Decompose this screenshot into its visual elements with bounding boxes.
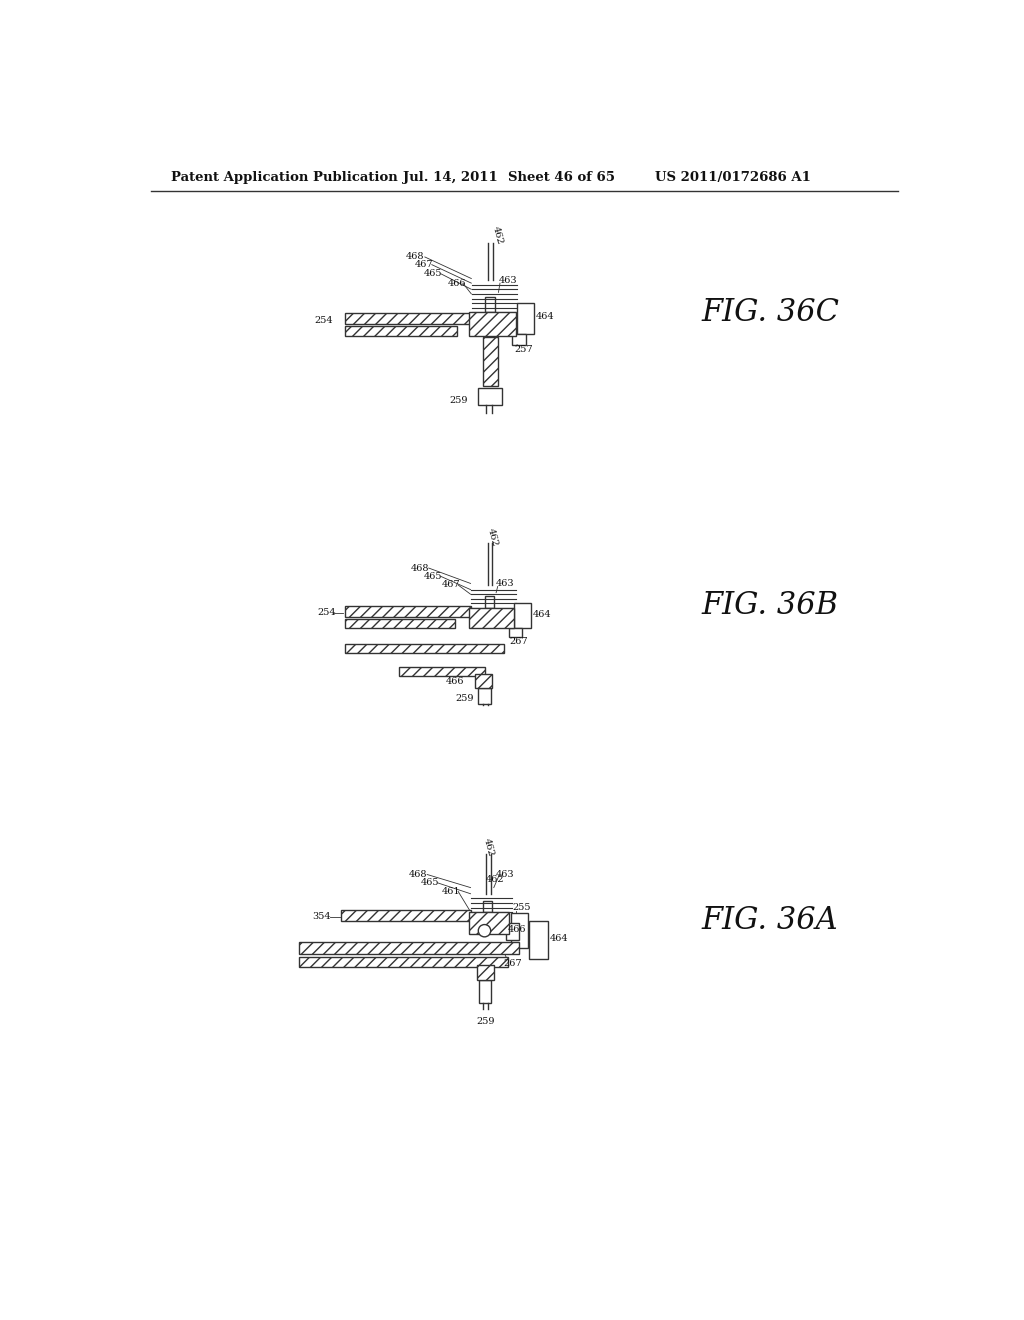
Bar bbox=[469, 912, 509, 933]
Text: 464: 464 bbox=[532, 610, 551, 619]
Text: 466: 466 bbox=[447, 279, 466, 288]
Bar bbox=[345, 326, 458, 335]
Text: 254: 254 bbox=[314, 315, 333, 325]
Text: 467: 467 bbox=[415, 260, 433, 269]
Text: FIG. 36A: FIG. 36A bbox=[701, 906, 838, 936]
Text: Jul. 14, 2011: Jul. 14, 2011 bbox=[403, 172, 498, 185]
Bar bbox=[345, 606, 471, 616]
Bar bbox=[478, 388, 502, 405]
Bar bbox=[479, 979, 492, 1003]
Text: 466: 466 bbox=[445, 677, 464, 686]
Text: 255: 255 bbox=[512, 903, 530, 912]
Text: 254: 254 bbox=[317, 609, 337, 618]
Text: 467: 467 bbox=[442, 581, 461, 590]
Text: 462: 462 bbox=[486, 875, 505, 884]
Bar bbox=[512, 334, 525, 345]
Text: 354: 354 bbox=[312, 912, 331, 921]
Text: Sheet 46 of 65: Sheet 46 of 65 bbox=[508, 172, 614, 185]
Bar bbox=[483, 337, 499, 385]
Text: 468: 468 bbox=[409, 870, 427, 879]
Text: 463: 463 bbox=[496, 870, 514, 879]
Bar bbox=[469, 609, 514, 628]
Text: 464: 464 bbox=[536, 312, 554, 321]
Text: 462: 462 bbox=[490, 226, 504, 246]
Text: 461: 461 bbox=[442, 887, 461, 896]
Bar bbox=[478, 688, 490, 704]
Text: 462: 462 bbox=[486, 527, 500, 548]
Text: 465: 465 bbox=[424, 269, 442, 279]
Bar bbox=[514, 603, 531, 628]
Bar bbox=[511, 913, 528, 948]
Text: FIG. 36B: FIG. 36B bbox=[701, 590, 839, 620]
Text: 468: 468 bbox=[406, 252, 424, 261]
Text: 259: 259 bbox=[455, 694, 473, 704]
Bar bbox=[477, 965, 494, 979]
Bar bbox=[475, 675, 493, 688]
Bar bbox=[483, 902, 493, 912]
Text: 464: 464 bbox=[550, 935, 568, 942]
Text: 465: 465 bbox=[424, 572, 442, 581]
Bar bbox=[399, 667, 484, 676]
Bar bbox=[345, 619, 455, 628]
Bar bbox=[509, 628, 521, 638]
Bar bbox=[341, 909, 471, 921]
Bar bbox=[517, 304, 535, 334]
Bar bbox=[299, 942, 519, 954]
Text: 267: 267 bbox=[503, 958, 521, 968]
Bar bbox=[469, 313, 515, 335]
Bar bbox=[506, 923, 518, 940]
Text: 465: 465 bbox=[421, 879, 439, 887]
Text: 259: 259 bbox=[450, 396, 468, 405]
Text: 259: 259 bbox=[477, 1018, 496, 1026]
Bar bbox=[484, 297, 496, 313]
Circle shape bbox=[478, 924, 490, 937]
Text: 468: 468 bbox=[411, 564, 429, 573]
Text: 466: 466 bbox=[508, 925, 526, 933]
Text: 267: 267 bbox=[509, 638, 528, 647]
Text: 257: 257 bbox=[514, 345, 532, 354]
Bar bbox=[345, 313, 473, 323]
Bar bbox=[484, 595, 494, 609]
Bar bbox=[529, 921, 548, 960]
Bar bbox=[299, 957, 508, 966]
Text: 462: 462 bbox=[481, 837, 495, 858]
Bar bbox=[345, 644, 504, 653]
Text: FIG. 36C: FIG. 36C bbox=[701, 297, 840, 327]
Text: Patent Application Publication: Patent Application Publication bbox=[171, 172, 397, 185]
Text: 463: 463 bbox=[496, 579, 515, 587]
Text: 463: 463 bbox=[499, 276, 517, 285]
Text: US 2011/0172686 A1: US 2011/0172686 A1 bbox=[655, 172, 811, 185]
